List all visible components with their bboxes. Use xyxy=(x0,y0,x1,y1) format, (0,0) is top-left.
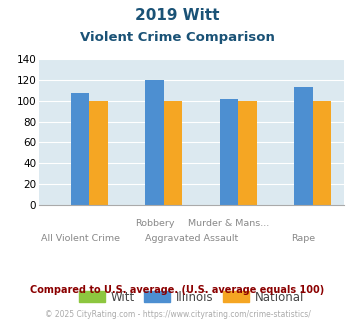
Bar xyxy=(71,93,89,205)
Text: All Violent Crime: All Violent Crime xyxy=(40,234,120,243)
Bar xyxy=(313,101,331,205)
Bar xyxy=(145,80,164,205)
Bar xyxy=(238,101,257,205)
Bar xyxy=(164,101,182,205)
Text: Rape: Rape xyxy=(291,234,316,243)
Legend: Witt, Illinois, National: Witt, Illinois, National xyxy=(74,286,309,309)
Bar xyxy=(220,99,238,205)
Text: 2019 Witt: 2019 Witt xyxy=(135,8,220,23)
Text: Murder & Mans...: Murder & Mans... xyxy=(188,219,269,228)
Text: Compared to U.S. average. (U.S. average equals 100): Compared to U.S. average. (U.S. average … xyxy=(31,285,324,295)
Bar xyxy=(89,101,108,205)
Text: Violent Crime Comparison: Violent Crime Comparison xyxy=(80,31,275,44)
Bar xyxy=(294,87,313,205)
Text: Aggravated Assault: Aggravated Assault xyxy=(145,234,238,243)
Text: Robbery: Robbery xyxy=(135,219,174,228)
Text: © 2025 CityRating.com - https://www.cityrating.com/crime-statistics/: © 2025 CityRating.com - https://www.city… xyxy=(45,310,310,319)
